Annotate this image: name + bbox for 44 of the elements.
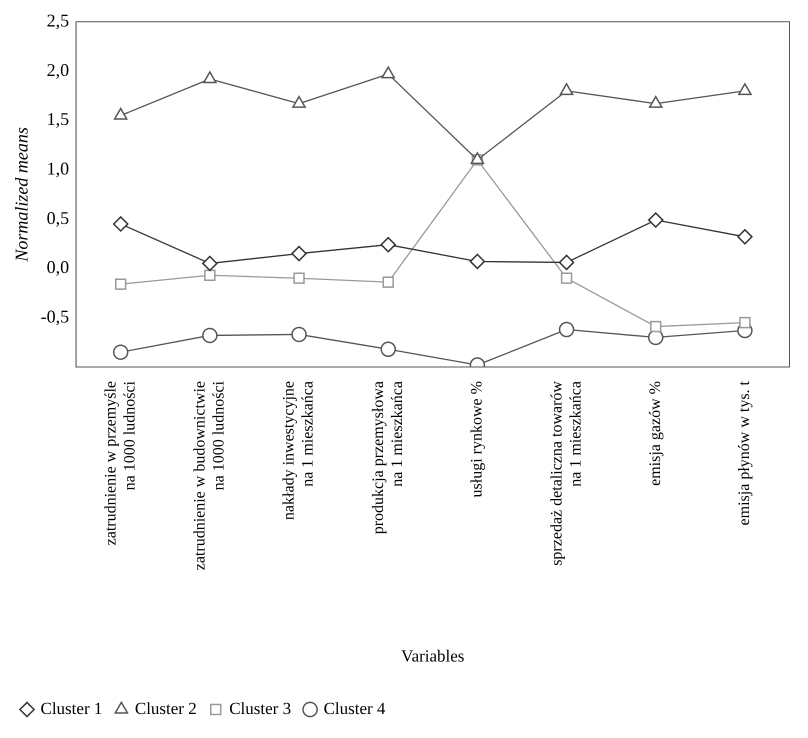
point [203, 71, 217, 84]
y-tick-label: 2,5 [46, 10, 70, 31]
y-tick-label: 1,0 [46, 158, 70, 178]
point [648, 96, 663, 108]
point [380, 341, 396, 357]
legend-label: Cluster 3 [229, 698, 292, 718]
y-tick-label: 0,5 [46, 208, 70, 228]
point [202, 328, 218, 344]
point [381, 66, 396, 78]
x-axis-title: Variables [401, 646, 464, 666]
point [112, 216, 128, 232]
point [114, 278, 126, 290]
y-axis-title: Normalized means [12, 127, 32, 263]
point [114, 108, 128, 120]
legend-label: Cluster 2 [134, 698, 197, 718]
point [739, 316, 751, 328]
point [738, 83, 752, 96]
point [560, 272, 572, 284]
y-tick-label: 2,0 [46, 60, 70, 80]
legend-label: Cluster 1 [40, 698, 102, 718]
point [112, 344, 128, 360]
point [470, 254, 486, 270]
y-tick-label: 1,5 [46, 109, 70, 130]
point [291, 246, 307, 262]
legend-label: Cluster 4 [324, 698, 386, 718]
point [293, 272, 305, 284]
point [558, 254, 574, 270]
point [560, 83, 574, 96]
point [380, 236, 396, 252]
x-tick-label: emisja gazów % [646, 381, 664, 486]
x-tick-label: zatrudnienie w przemyśle na 1000 ludności [102, 380, 138, 546]
x-tick-label: emisja płynów w tys. t [736, 380, 754, 526]
point [291, 326, 307, 342]
point [382, 276, 394, 288]
point [202, 256, 218, 272]
point [650, 320, 662, 332]
point [204, 270, 216, 281]
y-tick-label: 0,0 [46, 257, 70, 278]
point [292, 96, 306, 108]
point [558, 322, 574, 338]
point [648, 212, 664, 228]
x-tick-label: usługi rynkowe % [468, 381, 486, 498]
point [737, 229, 753, 245]
y-tick-label: -0,5 [40, 306, 70, 326]
